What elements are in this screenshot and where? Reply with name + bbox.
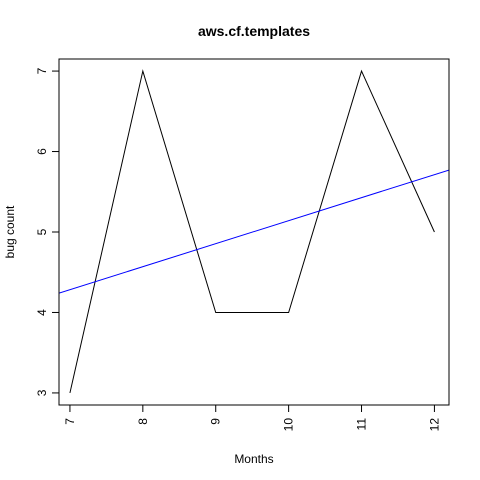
y-tick-label-7: 7: [35, 67, 49, 74]
y-tick-label-4: 4: [35, 309, 49, 316]
y-tick-label-3: 3: [35, 389, 49, 396]
x-tick-label-8: 8: [136, 418, 150, 425]
x-tick-label-12: 12: [427, 418, 441, 432]
data-line-0: [69, 69, 435, 394]
x-tick-label-9: 9: [209, 418, 223, 425]
y-axis-label: bug count: [3, 205, 17, 258]
x-tick-label-7: 7: [63, 418, 77, 425]
x-axis-label: Months: [234, 452, 273, 466]
y-tick-label-5: 5: [35, 228, 49, 235]
x-tick-label-10: 10: [282, 418, 296, 432]
chart-title: aws.cf.templates: [198, 23, 310, 39]
x-tick-label-11: 11: [355, 418, 369, 431]
trend-line: [59, 169, 449, 294]
plot-layer: 7 8 9 10 11 12 3 4 5 6 7: [35, 58, 450, 432]
y-tick-label-6: 6: [35, 148, 49, 155]
